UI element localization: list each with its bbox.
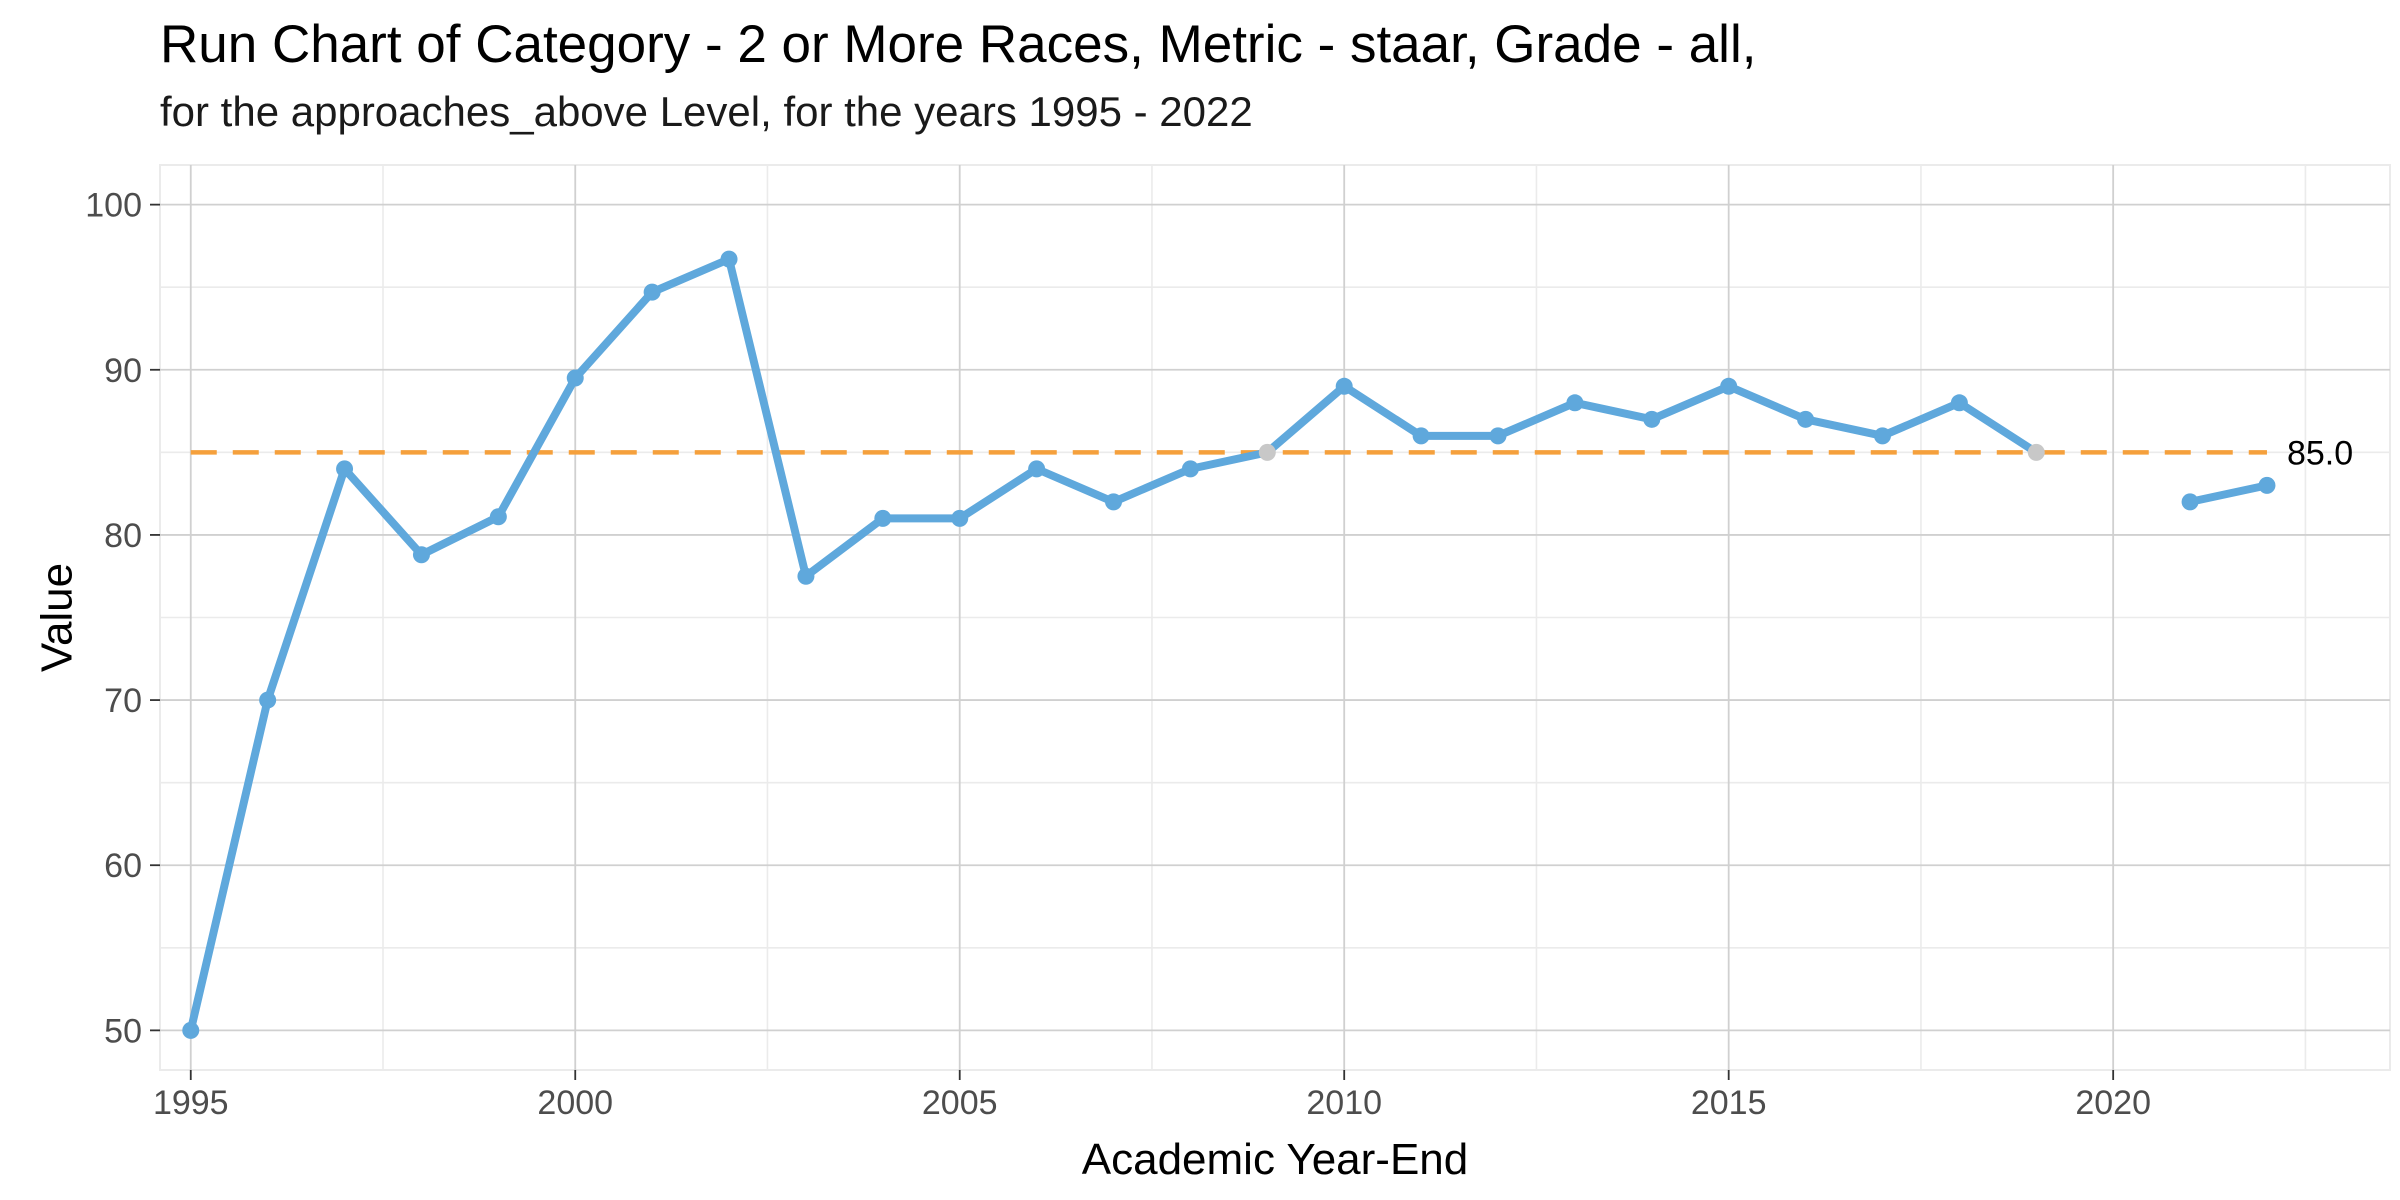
data-point (1873, 427, 1891, 445)
highlighted-data-point (1258, 443, 1276, 461)
data-point (1028, 460, 1046, 478)
data-point (1566, 394, 1584, 412)
y-tick-label: 90 (104, 352, 142, 390)
data-point (1105, 493, 1123, 511)
data-point (489, 508, 507, 526)
data-point (1489, 427, 1507, 445)
x-tick-label: 2020 (2075, 1084, 2151, 1122)
data-point (1797, 410, 1815, 428)
x-axis-title: Academic Year-End (1082, 1135, 1468, 1184)
data-point (951, 509, 969, 527)
data-point (874, 509, 892, 527)
y-tick-label: 70 (104, 682, 142, 720)
x-tick-label: 2010 (1306, 1084, 1382, 1122)
data-point (797, 567, 815, 585)
highlighted-data-point (2027, 443, 2045, 461)
data-point (1950, 394, 1968, 412)
data-point (566, 369, 584, 387)
x-tick-label: 2015 (1691, 1084, 1767, 1122)
data-point (182, 1021, 200, 1039)
series-points (182, 250, 2276, 1039)
data-point (412, 546, 430, 564)
data-point (720, 250, 738, 268)
series-line-segment (186, 255, 2041, 1035)
y-tick-label: 60 (104, 847, 142, 885)
x-tick-label: 2000 (537, 1084, 613, 1122)
data-point (2258, 476, 2276, 494)
y-tick-label: 100 (85, 187, 142, 225)
data-point (1412, 427, 1430, 445)
y-axis-title: Value (32, 563, 81, 672)
grid-lines (160, 165, 2390, 1070)
series-line-group (186, 255, 2271, 1035)
chart-title: Run Chart of Category - 2 or More Races,… (160, 15, 1757, 74)
series-line-segment (2186, 481, 2271, 506)
data-point (1181, 460, 1199, 478)
y-tick-label: 80 (104, 517, 142, 555)
reference-line-label: 85.0 (2287, 434, 2353, 472)
data-point (1643, 410, 1661, 428)
axis-tick-labels: 50 60 70 80 90 100 1995 2000 2005 2010 2015 2020 (85, 187, 2151, 1122)
data-point (1335, 377, 1353, 395)
data-point (2181, 493, 2199, 511)
y-tick-label: 50 (104, 1012, 142, 1050)
data-point (643, 283, 661, 301)
x-tick-label: 2005 (922, 1084, 998, 1122)
data-point (259, 691, 277, 709)
data-point (1720, 377, 1738, 395)
chart-subtitle: for the approaches_above Level, for the … (160, 88, 1253, 135)
data-point (336, 460, 354, 478)
x-tick-label: 1995 (153, 1084, 229, 1122)
